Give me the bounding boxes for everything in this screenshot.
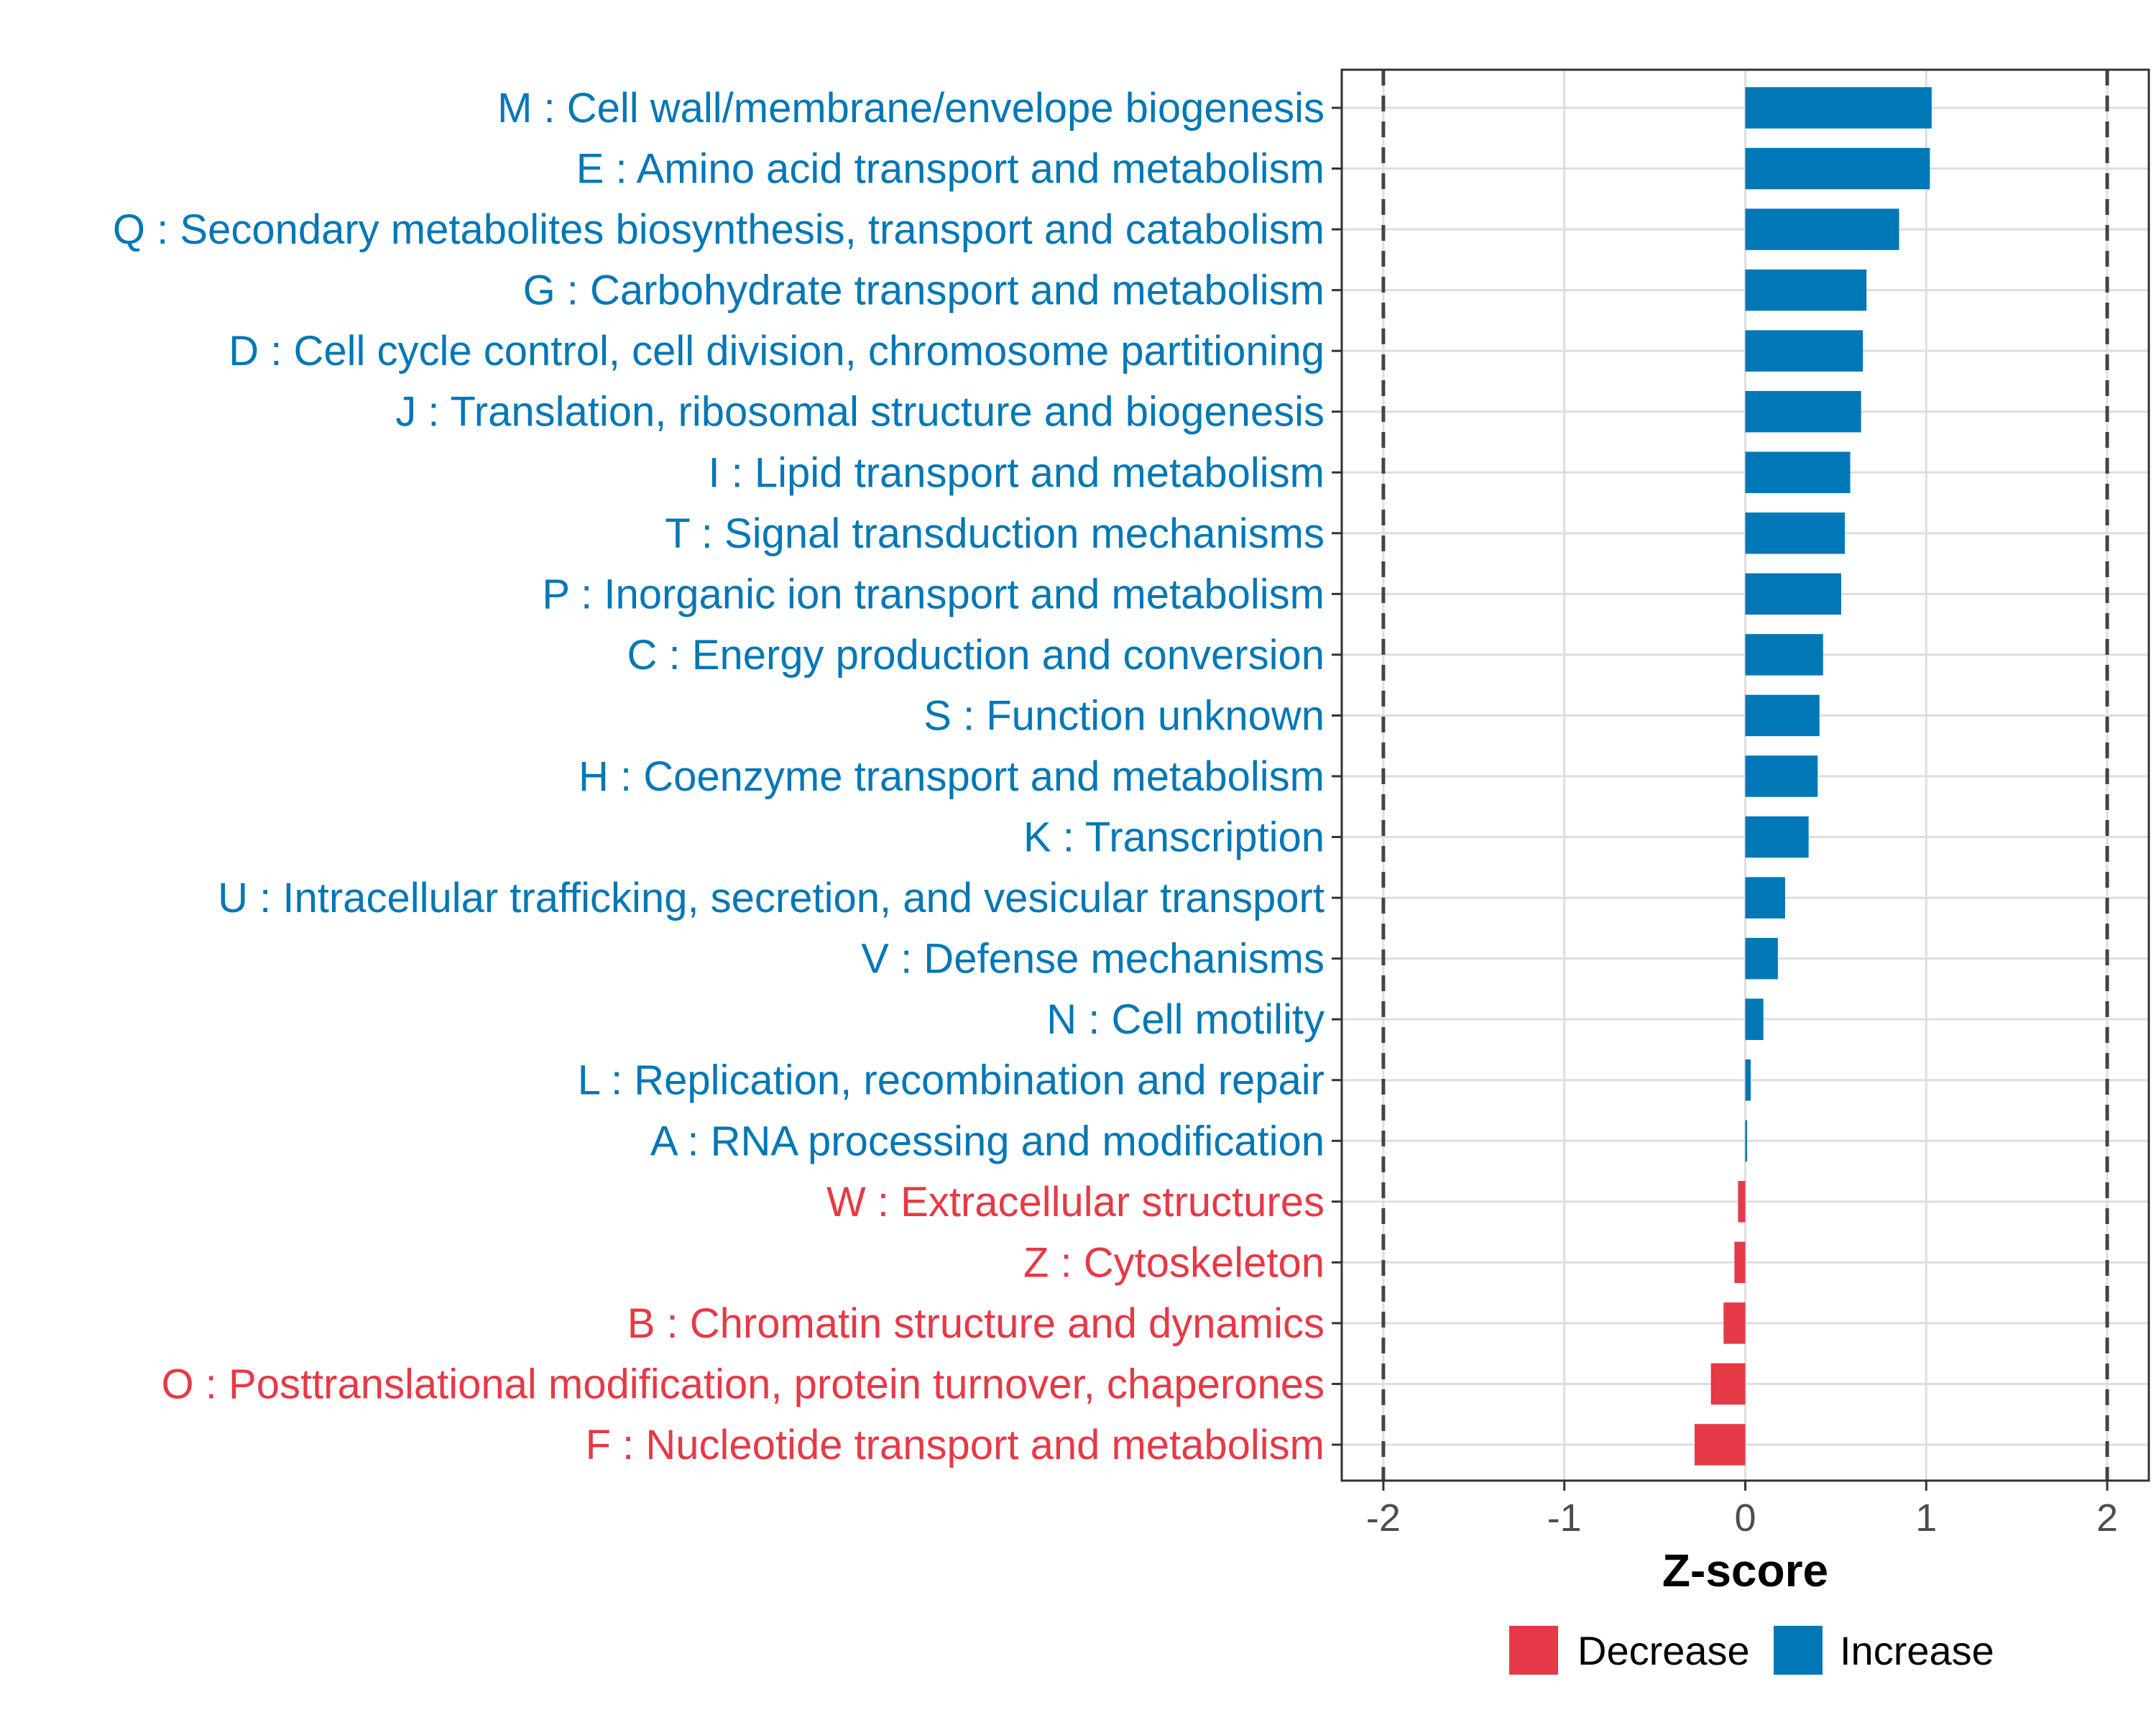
category-label: C : Energy production and conversion bbox=[627, 632, 1325, 678]
bar bbox=[1745, 755, 1818, 797]
x-tick-labels: -2 -1 0 1 2 bbox=[1366, 1496, 2118, 1540]
bar bbox=[1745, 451, 1851, 494]
category-label: O : Posttranslational modification, prot… bbox=[162, 1361, 1325, 1407]
x-tick-label: -2 bbox=[1366, 1496, 1401, 1540]
category-label: Q : Secondary metabolites biosynthesis, … bbox=[113, 206, 1325, 253]
bar bbox=[1745, 269, 1867, 311]
category-label: A : RNA processing and modification bbox=[650, 1118, 1325, 1164]
bar bbox=[1745, 816, 1809, 858]
bar bbox=[1738, 1181, 1746, 1223]
x-tick-label: -1 bbox=[1547, 1496, 1582, 1540]
category-label: U : Intracellular trafficking, secretion… bbox=[218, 875, 1325, 921]
category-label: M : Cell wall/membrane/envelope biogenes… bbox=[497, 85, 1325, 132]
bar bbox=[1745, 998, 1764, 1040]
category-label: K : Transcription bbox=[1023, 814, 1325, 861]
bar bbox=[1734, 1241, 1746, 1284]
legend-label-decrease: Decrease bbox=[1577, 1628, 1750, 1673]
bar bbox=[1745, 208, 1899, 250]
bar bbox=[1745, 573, 1841, 615]
bar bbox=[1745, 87, 1932, 129]
legend-label-increase: Increase bbox=[1840, 1628, 1994, 1673]
category-label: Z : Cytoskeleton bbox=[1023, 1239, 1325, 1286]
x-tick-label: 1 bbox=[1915, 1496, 1937, 1540]
bar bbox=[1745, 512, 1845, 554]
x-tick-label: 0 bbox=[1734, 1496, 1756, 1540]
category-label: L : Replication, recombination and repai… bbox=[578, 1057, 1325, 1104]
x-tick-label: 2 bbox=[2096, 1496, 2118, 1540]
legend: Decrease Increase bbox=[1509, 1626, 1994, 1675]
category-labels: M : Cell wall/membrane/envelope biogenes… bbox=[113, 85, 1325, 1468]
bar bbox=[1745, 694, 1820, 737]
category-label: J : Translation, ribosomal structure and… bbox=[395, 389, 1325, 436]
bar bbox=[1745, 937, 1778, 980]
bar bbox=[1745, 147, 1930, 190]
bar bbox=[1745, 634, 1823, 676]
bars bbox=[1694, 87, 1932, 1466]
category-label: H : Coenzyme transport and metabolism bbox=[579, 753, 1325, 800]
category-label: G : Carbohydrate transport and metabolis… bbox=[523, 267, 1325, 314]
bar bbox=[1745, 1120, 1748, 1162]
category-label: E : Amino acid transport and metabolism bbox=[576, 146, 1325, 193]
bar bbox=[1745, 330, 1864, 372]
bar bbox=[1745, 877, 1785, 919]
category-label: I : Lipid transport and metabolism bbox=[708, 449, 1325, 496]
category-label: P : Inorganic ion transport and metaboli… bbox=[542, 571, 1325, 617]
x-axis-title: Z-score bbox=[1662, 1545, 1828, 1596]
category-label: W : Extracellular structures bbox=[826, 1179, 1325, 1225]
category-label: T : Signal transduction mechanisms bbox=[665, 510, 1325, 557]
category-label: N : Cell motility bbox=[1046, 996, 1325, 1043]
bar bbox=[1694, 1424, 1746, 1466]
category-label: D : Cell cycle control, cell division, c… bbox=[229, 328, 1325, 374]
axis-ticks bbox=[1332, 106, 2109, 1491]
category-label: B : Chromatin structure and dynamics bbox=[627, 1300, 1325, 1347]
threshold-lines bbox=[1381, 70, 2109, 1481]
bar bbox=[1745, 390, 1861, 433]
category-label: S : Function unknown bbox=[923, 692, 1325, 739]
bar bbox=[1723, 1302, 1746, 1344]
category-label: V : Defense mechanisms bbox=[861, 936, 1325, 983]
bar bbox=[1745, 1059, 1751, 1101]
bar bbox=[1710, 1363, 1746, 1405]
legend-key-increase bbox=[1774, 1626, 1823, 1675]
category-label: F : Nucleotide transport and metabolism bbox=[586, 1422, 1325, 1468]
legend-key-decrease bbox=[1509, 1626, 1558, 1675]
